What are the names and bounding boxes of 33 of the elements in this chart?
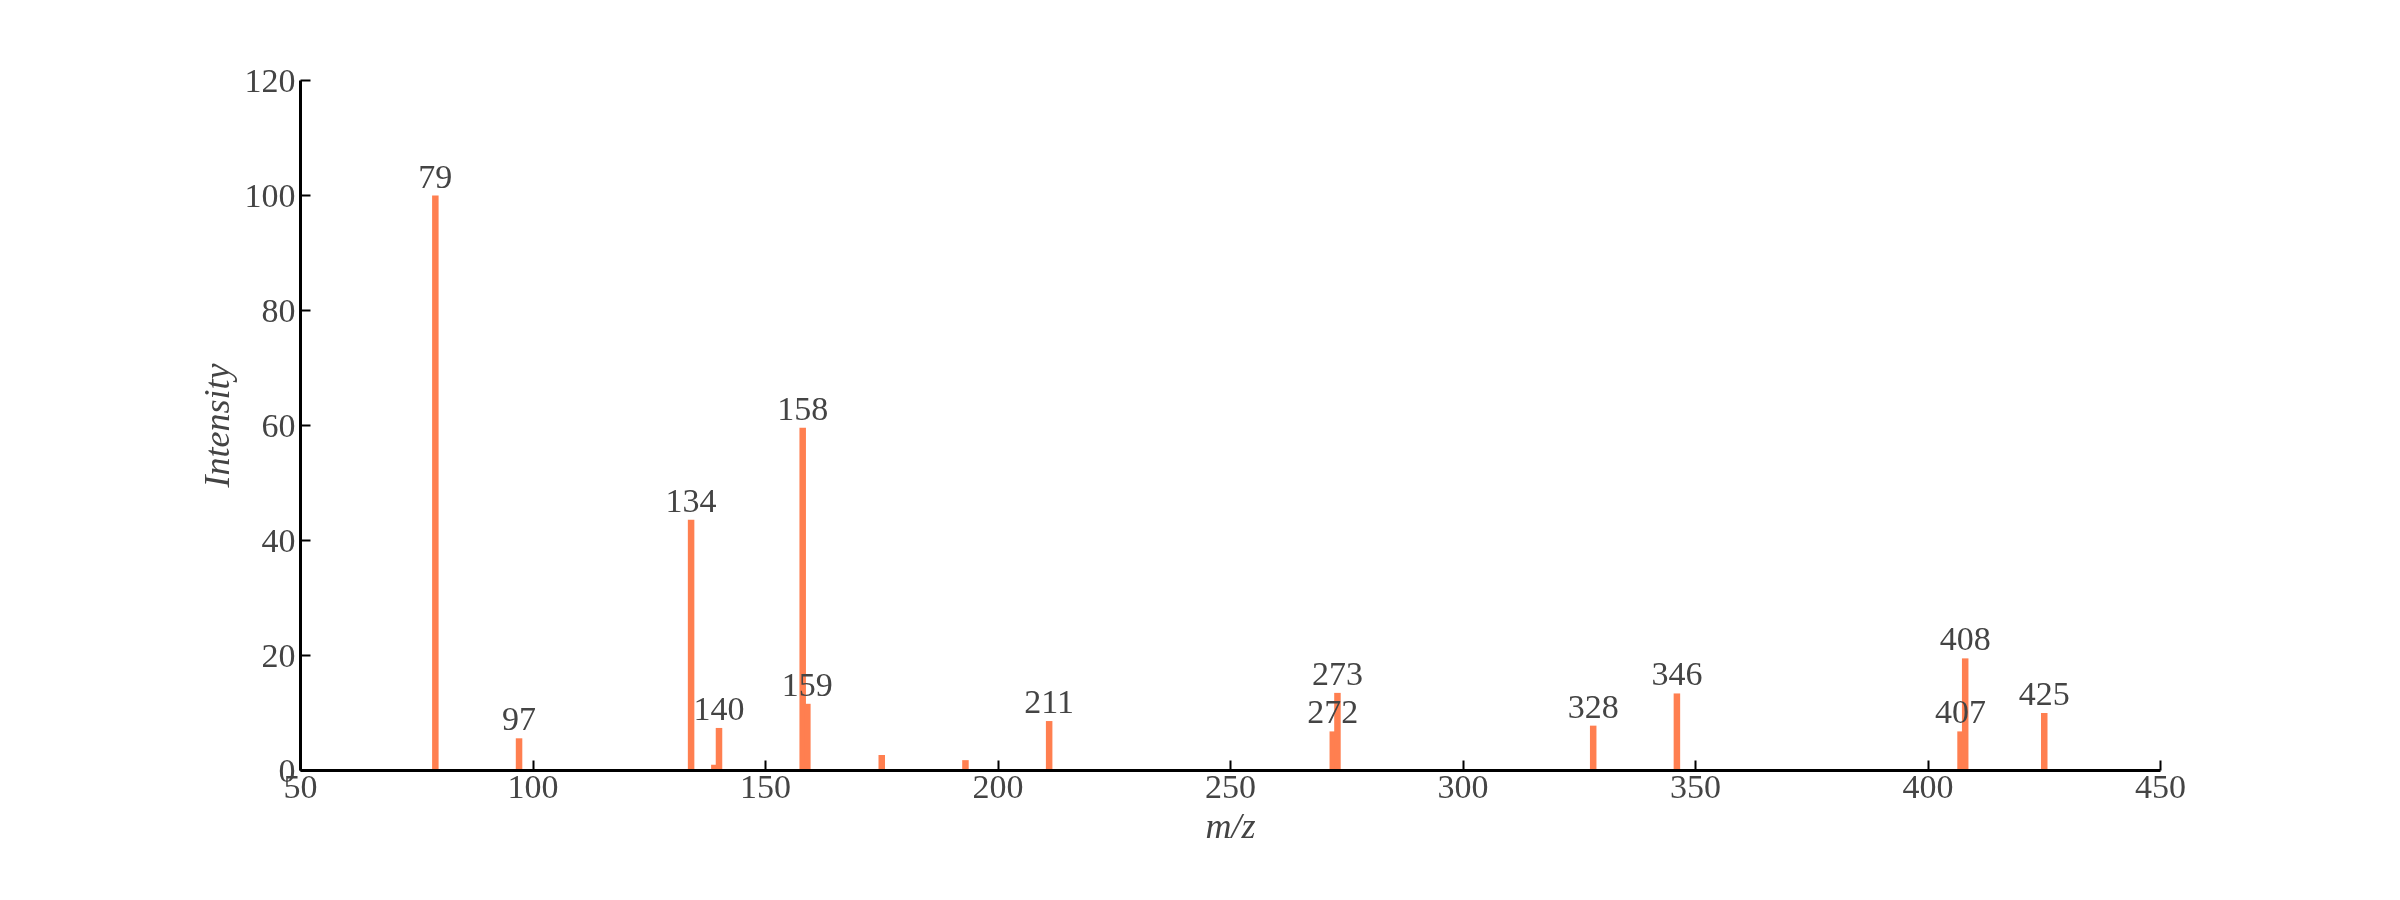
annotation: 328 (1567, 687, 1619, 725)
y-tick-label: 120 (244, 61, 296, 99)
y-tick-label: 20 (261, 636, 296, 674)
x-tick-label: 450 (2135, 767, 2186, 805)
y-axis-title: Intensity (196, 363, 237, 489)
annotation: 134 (665, 481, 717, 519)
annotation: 273 (1311, 654, 1363, 692)
bar (878, 754, 886, 771)
bar (432, 195, 439, 771)
x-tick-label: 200 (972, 767, 1024, 805)
annotation: 211 (1024, 683, 1075, 721)
y-tick-label: 100 (244, 176, 296, 214)
y-tick-label: 60 (261, 406, 296, 444)
bar (2040, 713, 2048, 771)
x-tick-label: 100 (507, 767, 559, 805)
x-tick-label: 250 (1205, 767, 1256, 805)
annotation: 97 (502, 700, 537, 738)
bar (962, 760, 969, 771)
annotation: 408 (1939, 620, 1991, 658)
x-axis-title: m/z (1205, 805, 1256, 846)
annotation: 425 (2018, 675, 2070, 712)
bar (687, 519, 695, 771)
annotation: 79 (418, 157, 453, 195)
annotation: 346 (1651, 655, 1703, 693)
annotation: 140 (693, 689, 745, 727)
x-tick-label: 150 (740, 767, 791, 805)
y-tick-label: 80 (261, 291, 296, 329)
y-tick-label: 40 (261, 521, 296, 559)
x-tick-label: 400 (1902, 767, 1954, 805)
x-tick-label: 300 (1437, 767, 1489, 805)
annotation: 158 (777, 389, 829, 427)
bar (1673, 693, 1681, 771)
x-tick-label: 350 (1670, 767, 1721, 805)
